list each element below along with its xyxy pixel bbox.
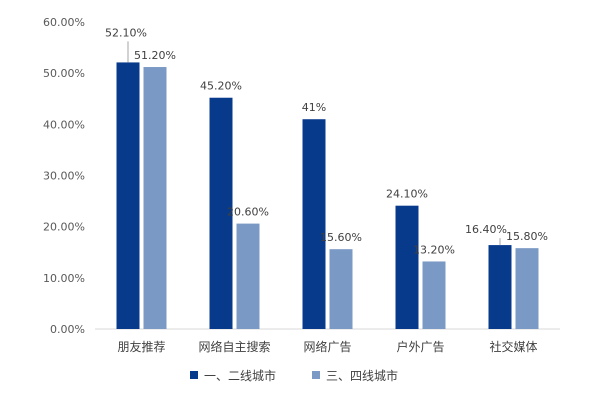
data-label: 15.60% xyxy=(320,231,362,244)
y-tick-label: 30.00% xyxy=(43,170,85,183)
legend-swatch xyxy=(190,371,198,379)
bar xyxy=(236,223,260,329)
legend-label: 三、四线城市 xyxy=(326,368,398,383)
data-label: 16.40% xyxy=(465,223,507,236)
bars-layer xyxy=(116,62,539,330)
y-tick-label: 60.00% xyxy=(43,16,85,29)
bar xyxy=(143,67,167,329)
x-tick-label: 户外广告 xyxy=(396,339,444,354)
y-tick-label: 0.00% xyxy=(50,323,85,336)
data-label: 51.20% xyxy=(134,49,176,62)
legend-swatch xyxy=(312,371,320,379)
y-tick-label: 50.00% xyxy=(43,67,85,80)
bar xyxy=(302,119,326,329)
bar xyxy=(515,248,539,329)
bar xyxy=(395,205,419,329)
data-label: 45.20% xyxy=(200,80,242,93)
data-label: 24.10% xyxy=(386,188,428,201)
axis-layer: 0.00% 10.00% 20.00% 30.00% 40.00% 50.00% 60.00… xyxy=(43,16,560,354)
x-tick-label: 网络广告 xyxy=(303,339,351,354)
bar xyxy=(422,261,446,329)
x-tick-label: 社交媒体 xyxy=(489,339,537,354)
legend: 一、二线城市 三、四线城市 xyxy=(190,368,398,383)
data-label: 20.60% xyxy=(227,206,269,219)
data-label: 13.20% xyxy=(413,243,455,256)
data-labels-layer: 52.10% 51.20% 45.20% 20.60% 41% 15.60% 24.10% 1… xyxy=(105,26,548,256)
y-tick-label: 40.00% xyxy=(43,118,85,131)
y-tick-label: 10.00% xyxy=(43,272,85,285)
x-tick-label: 网络自主搜索 xyxy=(198,339,270,354)
data-label: 41% xyxy=(302,101,326,114)
data-label: 52.10% xyxy=(105,26,147,39)
x-tick-label: 朋友推荐 xyxy=(117,340,165,354)
bar xyxy=(209,97,233,329)
y-tick-label: 20.00% xyxy=(43,221,85,234)
bar xyxy=(488,245,512,329)
data-label: 15.80% xyxy=(506,230,548,243)
bar xyxy=(116,62,140,330)
bar xyxy=(329,249,353,329)
legend-label: 一、二线城市 xyxy=(204,368,276,383)
